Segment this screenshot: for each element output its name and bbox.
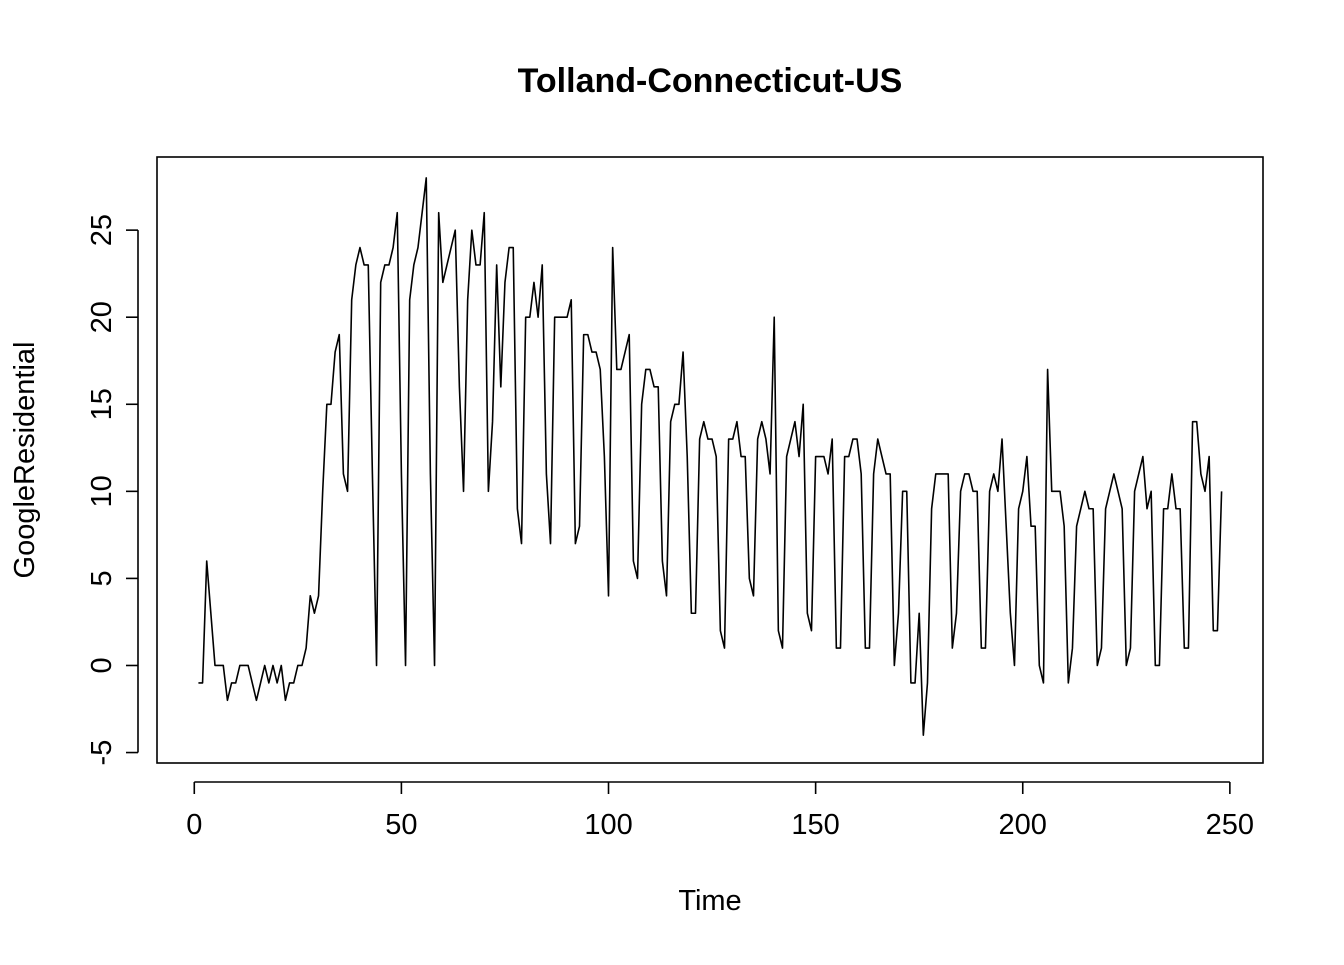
y-tick-label: -5 [86,740,118,766]
chart-title: Tolland-Connecticut-US [518,62,903,100]
x-tick-label: 150 [791,809,839,841]
series-line [198,177,1223,736]
y-axis: -5 0 5 10 15 20 25 [86,214,139,766]
y-tick-label: 20 [86,301,118,333]
y-tick-label: 10 [86,475,118,507]
x-tick-label: 50 [385,809,417,841]
plot-area-box [156,156,1264,764]
y-tick-label: 15 [86,388,118,420]
x-axis: 0 50 100 150 200 250 [186,781,1254,841]
y-tick-label: 5 [86,570,118,586]
x-tick-label: 250 [1206,809,1254,841]
y-tick-label: 0 [86,657,118,673]
y-tick-label: 25 [86,214,118,246]
x-tick-label: 200 [999,809,1047,841]
x-axis-label: Time [678,885,741,917]
x-tick-label: 0 [186,809,202,841]
x-tick-label: 100 [584,809,632,841]
y-axis-label: GoogleResidential [9,342,41,579]
